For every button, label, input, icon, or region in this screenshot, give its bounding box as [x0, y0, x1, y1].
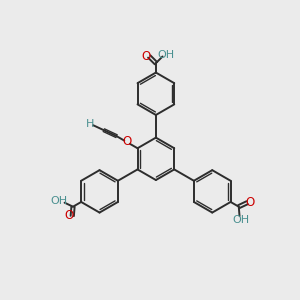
- Text: O: O: [65, 209, 74, 223]
- Text: O: O: [122, 135, 131, 148]
- Text: O: O: [142, 50, 151, 63]
- Text: OH: OH: [232, 215, 250, 225]
- Text: OH: OH: [158, 50, 175, 60]
- Text: O: O: [245, 196, 255, 209]
- Text: H: H: [85, 118, 94, 129]
- Text: OH: OH: [50, 196, 67, 206]
